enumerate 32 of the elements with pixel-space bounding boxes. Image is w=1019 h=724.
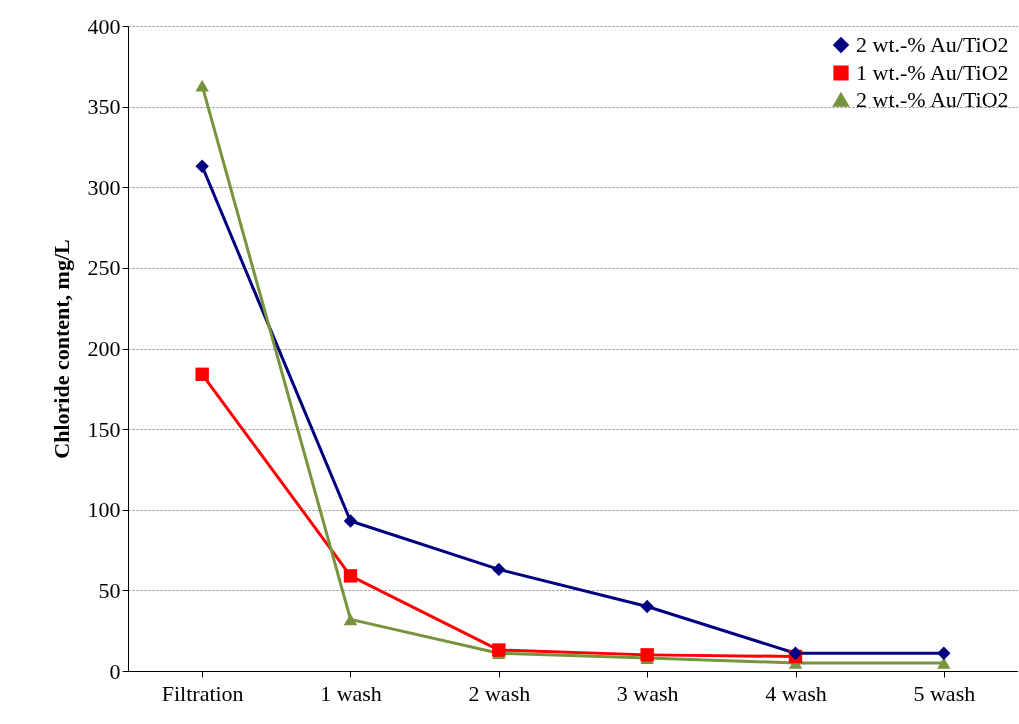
- y-tick-label: 50: [98, 577, 121, 603]
- y-tick-label: 100: [87, 497, 121, 523]
- x-tick-label: 2 wash: [468, 680, 531, 706]
- point: [195, 79, 209, 92]
- y-axis-title: Chloride content, mg/L: [48, 239, 74, 459]
- point: [788, 646, 803, 660]
- legend-label: 2 wt.-% Au/TiO2: [856, 87, 1009, 112]
- x-tick-label: 1 wash: [320, 680, 382, 706]
- y-tick-label: 150: [87, 416, 121, 442]
- point: [492, 562, 506, 577]
- legend-label: 1 wt.-% Au/TiO2: [856, 60, 1009, 85]
- x-tick-label: 5 wash: [913, 680, 976, 706]
- point: [640, 599, 654, 614]
- y-tick-label: 300: [87, 174, 121, 200]
- y-tick-label: 400: [87, 13, 121, 39]
- legend-label: 2 wt.-% Au/TiO2: [856, 32, 1009, 57]
- point: [195, 159, 209, 173]
- y-tick-label: 350: [87, 94, 121, 120]
- point: [195, 367, 209, 382]
- point: [937, 646, 951, 660]
- point: [640, 648, 654, 662]
- point: [343, 514, 358, 528]
- point: [492, 643, 506, 657]
- y-tick-label: 0: [109, 658, 121, 684]
- point: [343, 569, 358, 583]
- point: [343, 613, 358, 626]
- point: [937, 657, 951, 669]
- y-tick-label: 200: [87, 336, 121, 361]
- x-tick-label: Filtration: [161, 680, 244, 706]
- y-tick-label: 250: [87, 255, 121, 281]
- x-tick-label: 3 wash: [616, 680, 679, 706]
- x-tick-label: 4 wash: [765, 680, 827, 706]
